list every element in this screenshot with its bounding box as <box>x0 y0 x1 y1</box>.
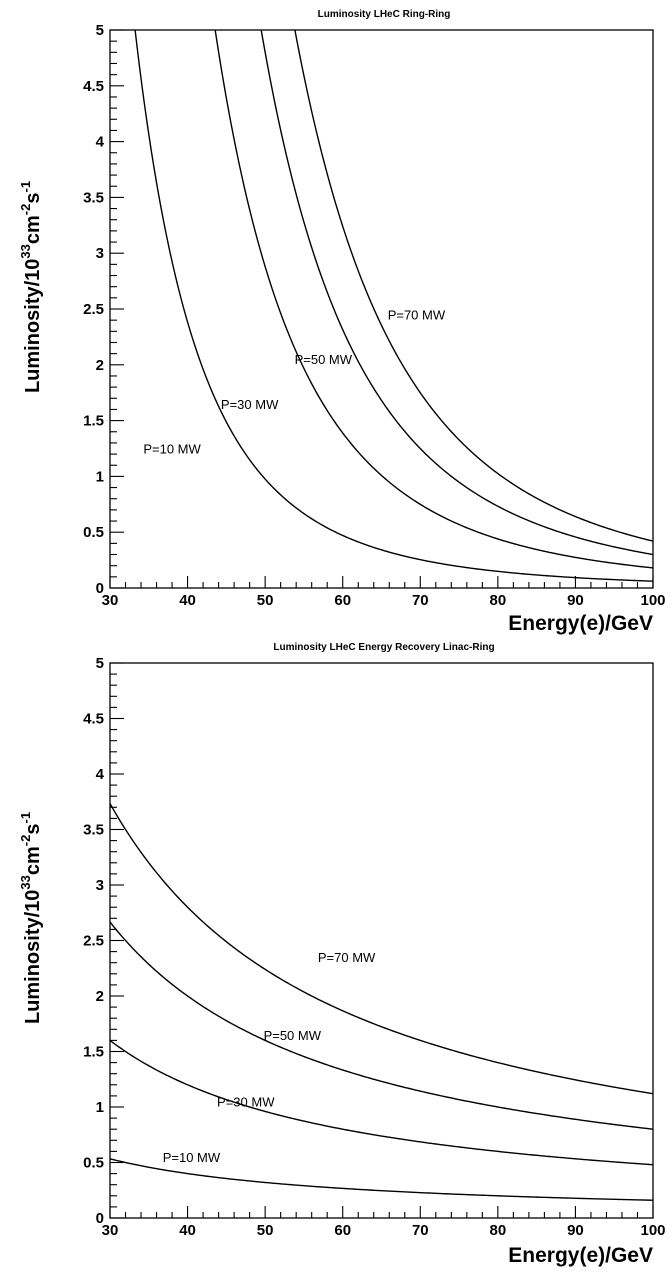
chart1-x-tick-label: 60 <box>334 592 351 609</box>
chart2-y-tick-label: 4 <box>96 766 105 783</box>
chart2-y-tick-label: 4.5 <box>83 711 104 728</box>
chart1-x-tick-label: 50 <box>257 592 274 609</box>
chart-ring-ring: Luminosity LHeC Ring-Ring 30 40 50 60 70 80 90… <box>18 9 666 635</box>
chart2-y-tick-label: 0.5 <box>83 1155 104 1172</box>
chart1-x-tick-label: 90 <box>567 592 584 609</box>
chart-erl-ring: Luminosity LHeC Energy Recovery Linac-Ri… <box>18 642 666 1267</box>
chart1-x-tick-label: 80 <box>490 592 507 609</box>
chart1-y-tick-label: 1.5 <box>83 413 104 430</box>
chart2-x-tick-label: 100 <box>640 1222 665 1239</box>
chart2-x-tick-label: 90 <box>567 1222 584 1239</box>
chart1-x-axis-label: Energy(e)/GeV <box>508 612 653 635</box>
chart1-x-tick-label: 100 <box>640 592 665 609</box>
chart2-series-line-p-70-mw <box>109 803 654 1095</box>
chart2-series-label: P=30 MW <box>217 1094 275 1109</box>
chart1-y-tick-label: 2 <box>96 357 104 374</box>
chart1-series-line-p-30-mw <box>214 29 654 569</box>
chart2-y-axis-label: Luminosity/1033cm-2s-1 <box>18 812 44 1024</box>
chart2-x-tick-label: 30 <box>102 1222 119 1239</box>
chart2-ticks: 30 40 50 60 70 80 90 100 0 0.5 1 1.5 2 2.5 3 3.5 4 4.5 5 <box>83 655 665 1239</box>
chart1-plot-frame <box>109 29 654 589</box>
chart2-y-tick-label: 3 <box>96 877 104 894</box>
chart2-x-axis-label: Energy(e)/GeV <box>508 1244 653 1267</box>
chart2-y-tick-label: 0 <box>96 1210 104 1227</box>
chart2-curves <box>109 803 654 1201</box>
chart1-series-label: P=70 MW <box>388 308 446 323</box>
chart2-y-tick-label: 1 <box>96 1099 104 1116</box>
chart2-y-tick-label: 1.5 <box>83 1044 104 1061</box>
chart2-x-tick-label: 60 <box>334 1222 351 1239</box>
chart2-x-tick-label: 50 <box>257 1222 274 1239</box>
chart2-plot-frame <box>109 662 654 1219</box>
chart2-title: Luminosity LHeC Energy Recovery Linac-Ri… <box>273 642 494 653</box>
chart1-title: Luminosity LHeC Ring-Ring <box>318 9 451 20</box>
chart1-series-line-p-10-mw <box>134 29 654 582</box>
chart2-x-tick-label: 70 <box>412 1222 429 1239</box>
chart1-series-label: P=50 MW <box>295 352 353 367</box>
chart1-y-tick-label: 5 <box>96 22 104 39</box>
chart2-curve-labels: P=10 MW P=30 MW P=50 MW P=70 MW <box>163 950 376 1165</box>
chart1-x-tick-label: 70 <box>412 592 429 609</box>
chart2-y-tick-label: 3.5 <box>83 822 104 839</box>
chart1-ticks: 30 40 50 60 70 80 90 100 0 0.5 1 1.5 2 2.5 3 3.5 4 4.5 5 <box>83 22 665 609</box>
chart2-y-tick-label: 2 <box>96 988 104 1005</box>
chart2-x-tick-label: 40 <box>179 1222 196 1239</box>
chart2-series-label: P=50 MW <box>264 1028 322 1043</box>
chart2-y-tick-label: 5 <box>96 655 104 672</box>
chart2-y-tick-label: 2.5 <box>83 933 104 950</box>
chart2-x-tick-label: 80 <box>490 1222 507 1239</box>
chart1-series-line-p-70-mw <box>294 29 654 542</box>
chart1-y-tick-label: 3 <box>96 245 104 262</box>
chart1-curve-labels: P=10 MW P=30 MW P=50 MW P=70 MW <box>143 308 446 457</box>
chart1-series-label: P=10 MW <box>143 442 201 457</box>
chart1-series-label: P=30 MW <box>221 397 279 412</box>
chart1-y-tick-label: 4.5 <box>83 78 104 95</box>
chart1-y-tick-label: 3.5 <box>83 189 104 206</box>
chart2-series-line-p-50-mw <box>109 921 654 1130</box>
chart1-series-line-p-50-mw <box>260 29 654 556</box>
chart2-series-line-p-30-mw <box>109 1039 654 1166</box>
chart1-x-tick-label: 40 <box>179 592 196 609</box>
chart1-curves <box>134 29 654 582</box>
chart1-y-tick-label: 4 <box>96 134 105 151</box>
chart2-series-label: P=10 MW <box>163 1150 221 1165</box>
chart1-x-tick-label: 30 <box>102 592 119 609</box>
chart1-y-tick-label: 0.5 <box>83 524 104 541</box>
chart1-y-axis-label: Luminosity/1033cm-2s-1 <box>18 181 44 393</box>
chart1-y-tick-label: 2.5 <box>83 301 104 318</box>
chart1-y-tick-label: 1 <box>96 468 104 485</box>
chart1-y-tick-label: 0 <box>96 580 104 597</box>
chart2-series-label: P=70 MW <box>318 950 376 965</box>
chart2-series-line-p-10-mw <box>109 1158 654 1201</box>
